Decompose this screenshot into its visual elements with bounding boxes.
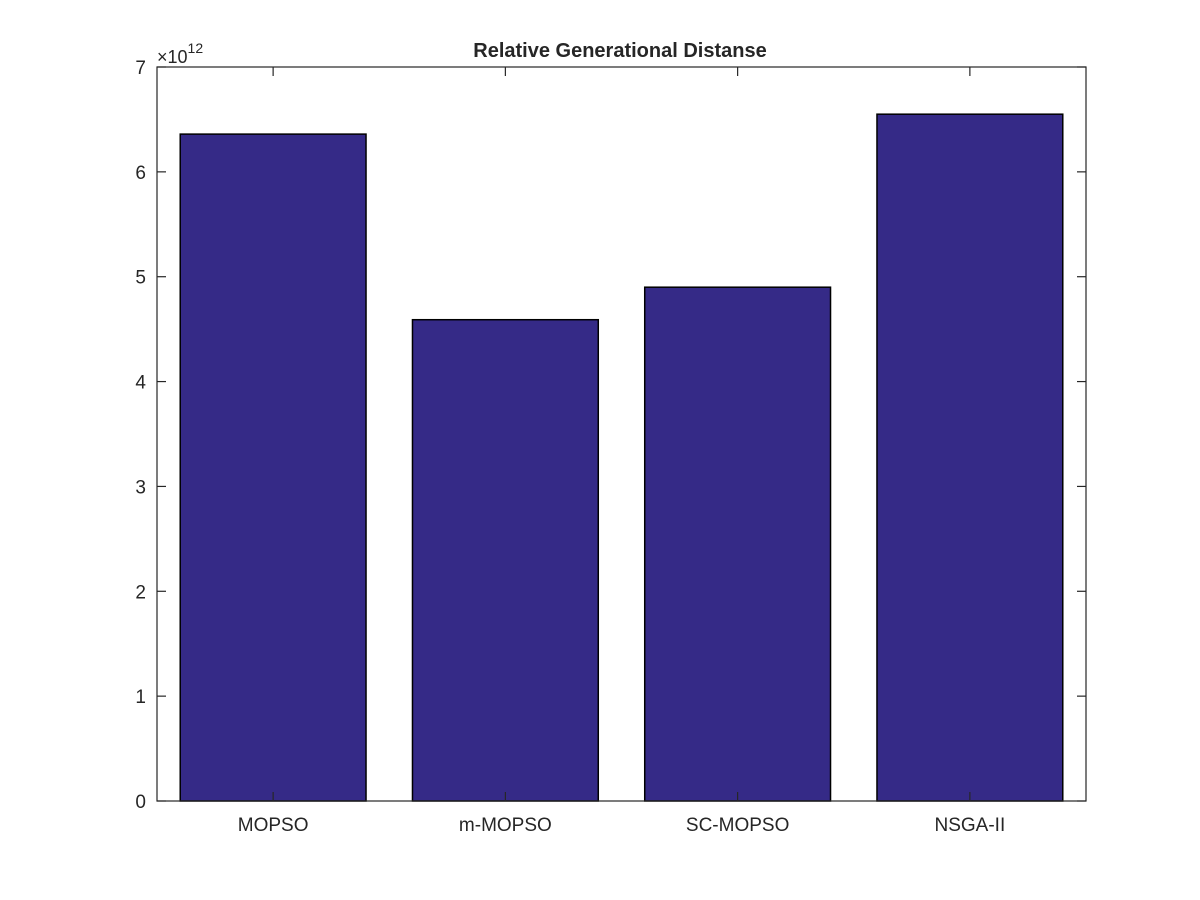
y-tick-label: 2	[135, 582, 146, 603]
y-exponent-label: ×1012	[157, 40, 203, 67]
y-tick-label: 7	[135, 58, 146, 79]
x-tick-label: NSGA-II	[935, 815, 1006, 836]
chart-title: Relative Generational Distanse	[473, 40, 766, 62]
bar-mopso	[179, 133, 367, 802]
y-tick-label: 0	[135, 792, 146, 813]
y-tick-label: 4	[135, 373, 146, 394]
plot-box	[156, 66, 1087, 802]
y-tick-label: 3	[135, 477, 146, 498]
y-tick-label: 6	[135, 163, 146, 184]
x-tick-label: m-MOPSO	[459, 815, 552, 836]
bar-nsga-ii	[876, 113, 1064, 802]
x-tick-label: SC-MOPSO	[686, 815, 789, 836]
axes-group: 0 1 2 3 4 5 6 7 MOPSO m-MOPSO SC-MOPSO NSGA-II	[135, 58, 1087, 836]
x-tick-label: MOPSO	[238, 815, 309, 836]
bar-sc-mopso	[643, 286, 832, 802]
bar-m-mopso	[411, 318, 600, 802]
y-tick-label: 5	[135, 268, 146, 289]
y-tick-label: 1	[135, 687, 146, 708]
y-exponent-base: ×10	[157, 47, 188, 67]
bars-group	[179, 113, 1064, 802]
y-exponent-power: 12	[188, 40, 204, 56]
